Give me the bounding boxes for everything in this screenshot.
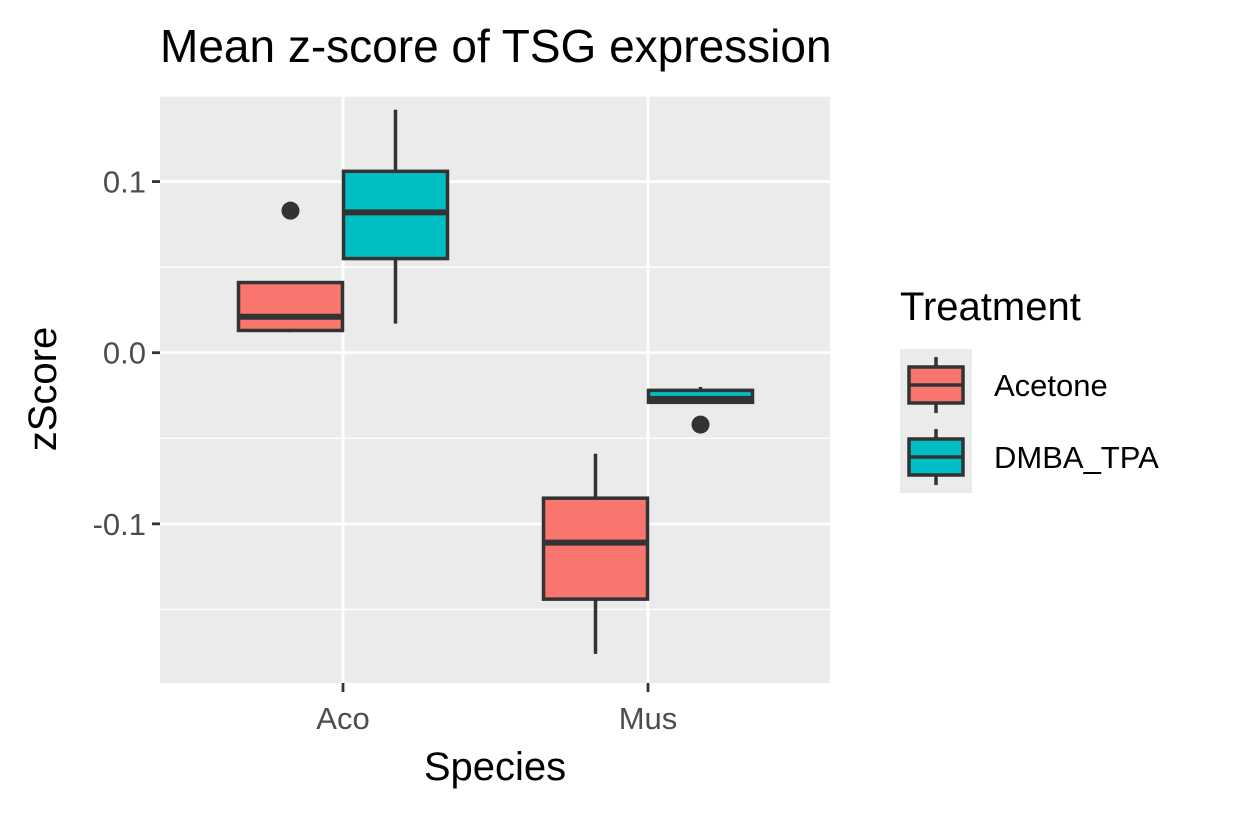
y-axis-label: zScore <box>21 327 65 452</box>
box-acetone-aco <box>236 201 345 333</box>
y-tick-label: 0.0 <box>103 336 146 371</box>
box-dmba_tpa-aco <box>341 109 450 324</box>
outlier-point <box>691 415 710 434</box>
legend-key-acetone: Acetone <box>900 349 1108 421</box>
box-dmba_tpa-mus <box>646 386 755 434</box>
legend-label: DMBA_TPA <box>994 440 1159 475</box>
x-tick-label: Aco <box>316 701 369 736</box>
chart-title: Mean z-score of TSG expression <box>160 20 832 72</box>
outlier-point <box>281 201 300 220</box>
legend-title: Treatment <box>900 285 1081 329</box>
y-tick-label: 0.1 <box>103 165 146 200</box>
x-axis-label: Species <box>424 745 566 789</box>
y-tick-label: -0.1 <box>93 507 146 542</box>
boxes <box>236 109 755 654</box>
box-iqr <box>236 280 345 333</box>
box-iqr <box>541 496 650 601</box>
box-acetone-mus <box>541 453 650 654</box>
legend: Treatment Acetone DMBA_TPA <box>900 285 1159 493</box>
legend-label: Acetone <box>994 368 1108 403</box>
axes: 0.1 0.0 -0.1 Aco Mus <box>93 165 678 736</box>
legend-key-dmba_tpa: DMBA_TPA <box>900 421 1159 493</box>
x-tick-label: Mus <box>619 701 678 736</box>
